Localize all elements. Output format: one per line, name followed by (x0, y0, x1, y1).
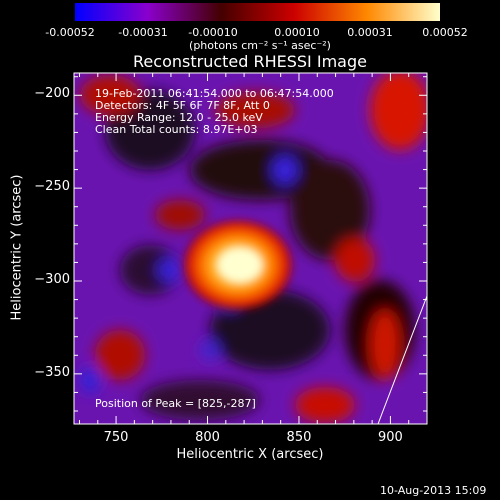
x-tick-label: 800 (195, 430, 220, 445)
colorbar-tick-label: 0.00031 (347, 26, 393, 39)
colorbar-tick-label: -0.00052 (45, 26, 95, 39)
x-axis-label: Heliocentric X (arcsec) (176, 447, 324, 462)
colorbar-unit-label: (photons cm⁻² s⁻¹ asec⁻²) (189, 39, 331, 52)
x-tick-label: 850 (286, 430, 312, 445)
y-tick-label: −300 (34, 272, 70, 287)
y-axis-label: Heliocentric Y (arcsec) (9, 174, 25, 321)
info-line-time: 19-Feb-2011 06:41:54.000 to 06:47:54.000 (95, 87, 334, 100)
info-line-energy: Energy Range: 12.0 - 25.0 keV (95, 111, 263, 124)
plot-frame (73, 72, 428, 425)
colorbar-tick-label: -0.00031 (118, 26, 168, 39)
timestamp: 10-Aug-2013 15:09 (380, 484, 487, 497)
colorbar-tick-label: 0.00010 (274, 26, 320, 39)
x-tick-label: 900 (377, 430, 403, 445)
axis-ticks (74, 73, 428, 424)
solar-limb-line (377, 295, 427, 424)
heatmap-image (74, 73, 427, 424)
y-tick-label: −200 (34, 86, 70, 102)
colorbar (75, 3, 440, 21)
info-line-counts: Clean Total counts: 8.97E+03 (95, 123, 258, 136)
chart-title: Reconstructed RHESSI Image (133, 52, 367, 71)
info-line-detectors: Detectors: 4F 5F 6F 7F 8F, Att 0 (95, 99, 270, 112)
x-tick-label: 750 (103, 430, 129, 445)
colorbar-tick-label: -0.00010 (188, 26, 238, 39)
y-tick-label: −250 (34, 179, 70, 195)
colorbar-tick-label: 0.00052 (422, 26, 468, 39)
y-tick-label: −350 (34, 364, 70, 380)
peak-position-label: Position of Peak = [825,-287] (95, 397, 256, 410)
